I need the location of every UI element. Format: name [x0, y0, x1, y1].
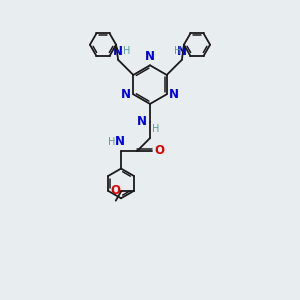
Text: N: N [177, 45, 187, 58]
Text: N: N [121, 88, 131, 101]
Text: H: H [173, 46, 181, 56]
Text: H: H [108, 137, 116, 147]
Text: H: H [152, 124, 160, 134]
Text: N: N [169, 88, 179, 101]
Text: O: O [154, 144, 164, 157]
Text: N: N [136, 115, 146, 128]
Text: N: N [113, 45, 123, 58]
Text: N: N [145, 50, 155, 63]
Text: O: O [110, 184, 120, 197]
Text: H: H [124, 46, 131, 56]
Text: N: N [115, 135, 124, 148]
